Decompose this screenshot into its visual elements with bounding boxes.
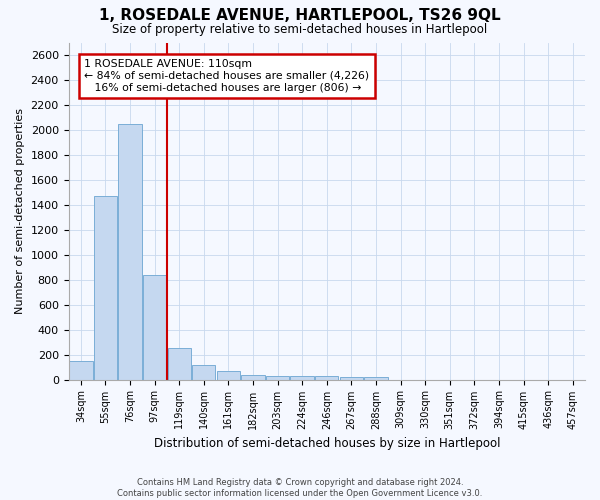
Bar	[217, 372, 240, 380]
Y-axis label: Number of semi-detached properties: Number of semi-detached properties	[15, 108, 25, 314]
Bar	[266, 376, 289, 380]
Text: Contains HM Land Registry data © Crown copyright and database right 2024.
Contai: Contains HM Land Registry data © Crown c…	[118, 478, 482, 498]
Bar	[69, 361, 92, 380]
Bar	[143, 274, 166, 380]
Text: Size of property relative to semi-detached houses in Hartlepool: Size of property relative to semi-detach…	[112, 22, 488, 36]
Bar	[290, 376, 314, 380]
Text: 1 ROSEDALE AVENUE: 110sqm
← 84% of semi-detached houses are smaller (4,226)
   1: 1 ROSEDALE AVENUE: 110sqm ← 84% of semi-…	[84, 60, 369, 92]
Bar	[94, 196, 117, 380]
Bar	[340, 377, 363, 380]
Bar	[192, 364, 215, 380]
Bar	[364, 377, 388, 380]
Bar	[315, 376, 338, 380]
Bar	[241, 374, 265, 380]
Bar	[167, 348, 191, 380]
Bar	[118, 124, 142, 380]
X-axis label: Distribution of semi-detached houses by size in Hartlepool: Distribution of semi-detached houses by …	[154, 437, 500, 450]
Text: 1, ROSEDALE AVENUE, HARTLEPOOL, TS26 9QL: 1, ROSEDALE AVENUE, HARTLEPOOL, TS26 9QL	[99, 8, 501, 22]
